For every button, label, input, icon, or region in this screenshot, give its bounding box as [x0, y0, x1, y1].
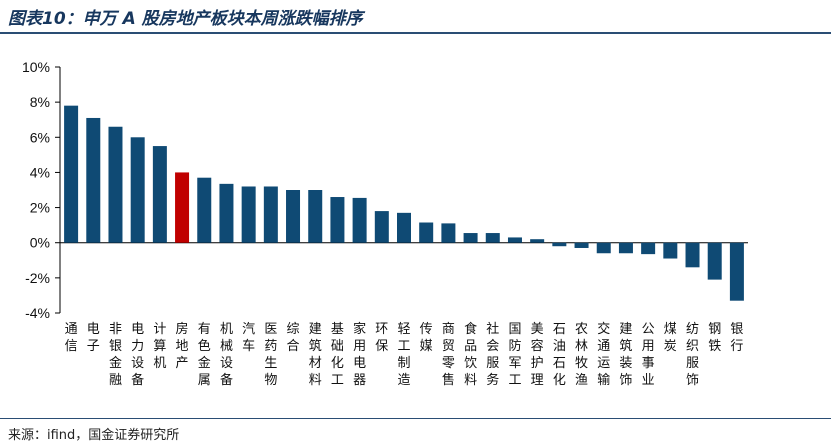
category-label: 公用事业	[642, 322, 655, 388]
category-label: 电力设备	[131, 322, 144, 388]
category-label: 机械设备	[220, 322, 233, 388]
category-label: 石油石化	[553, 322, 566, 388]
bar	[552, 242, 567, 247]
bar	[330, 197, 345, 243]
category-label: 银行	[730, 322, 743, 354]
bars	[64, 105, 744, 301]
bar-chart: 10% 8% 6% 4% 2% 0% -2% -4% 通信电子非银金融电力设备计算机房地产有色…	[22, 59, 748, 388]
title-divider	[0, 32, 831, 34]
bar	[374, 211, 389, 243]
bar	[685, 242, 700, 268]
bar	[641, 242, 656, 255]
bar	[263, 186, 278, 243]
category-label: 纺织服饰	[686, 322, 699, 388]
source-note: 来源：ifind，国金证券研究所	[8, 428, 180, 443]
bar	[463, 233, 478, 243]
bar	[663, 242, 678, 259]
bar	[507, 237, 522, 243]
bar	[308, 190, 323, 243]
category-label: 国防军工	[508, 322, 521, 388]
category-label: 房地产	[176, 321, 189, 371]
bar	[219, 183, 234, 243]
category-label: 汽车	[242, 322, 255, 354]
bar	[86, 117, 101, 243]
category-label: 建筑装饰	[619, 322, 632, 388]
footer-divider	[0, 418, 831, 419]
bar	[707, 242, 722, 280]
category-label: 基础化工	[331, 322, 344, 388]
category-label: 轻工制造	[397, 322, 410, 388]
category-label: 传媒	[420, 322, 433, 354]
bar	[286, 190, 301, 243]
y-tick-label: 10%	[22, 59, 50, 75]
bar	[352, 197, 367, 243]
category-label: 综合	[287, 322, 300, 354]
category-label: 食品饮料	[464, 321, 477, 388]
bar	[108, 126, 123, 243]
bar	[574, 242, 589, 248]
y-tick-label: 2%	[30, 200, 50, 216]
bar	[441, 223, 456, 243]
category-label: 非银金融	[109, 322, 122, 388]
bar	[485, 233, 500, 243]
category-label: 电子	[87, 322, 100, 354]
bar-highlight	[175, 172, 190, 243]
y-tick-label: 6%	[30, 129, 50, 145]
bar	[596, 242, 611, 254]
y-axis: 10% 8% 6% 4% 2% 0% -2% -4%	[22, 59, 748, 321]
category-label: 家用电器	[353, 321, 366, 388]
y-tick-label: -4%	[25, 305, 50, 321]
category-labels: 通信电子非银金融电力设备计算机房地产有色金属机械设备汽车医药生物综合建筑材料基础…	[65, 321, 744, 388]
y-tick-label: 8%	[30, 94, 50, 110]
category-label: 医药生物	[264, 322, 277, 388]
y-tick-label: -2%	[25, 270, 50, 286]
category-label: 计算机	[153, 322, 166, 371]
y-tick-label: 0%	[30, 235, 50, 251]
category-label: 美容护理	[531, 322, 544, 388]
category-label: 农林牧渔	[575, 322, 588, 388]
bar	[64, 105, 79, 243]
bar	[197, 177, 212, 243]
category-label: 商贸零售	[442, 322, 455, 388]
bar	[419, 222, 434, 243]
category-label: 有色金属	[198, 322, 211, 388]
category-label: 钢铁	[708, 322, 721, 354]
category-label: 煤炭	[664, 322, 677, 354]
bar	[729, 242, 744, 301]
category-label: 交通运输	[597, 321, 610, 388]
y-tick-label: 4%	[30, 164, 50, 180]
category-label: 环保	[375, 322, 388, 354]
bar	[130, 137, 145, 243]
figure-title: 图表10：申万 A 股房地产板块本周涨跌幅排序	[8, 9, 363, 29]
bar	[618, 242, 633, 254]
bar	[152, 146, 167, 243]
bar	[397, 212, 411, 243]
category-label: 通信	[65, 322, 78, 354]
bar	[530, 239, 545, 243]
category-label: 社会服务	[486, 321, 499, 388]
category-label: 建筑材料	[309, 322, 322, 388]
bar	[241, 186, 256, 243]
